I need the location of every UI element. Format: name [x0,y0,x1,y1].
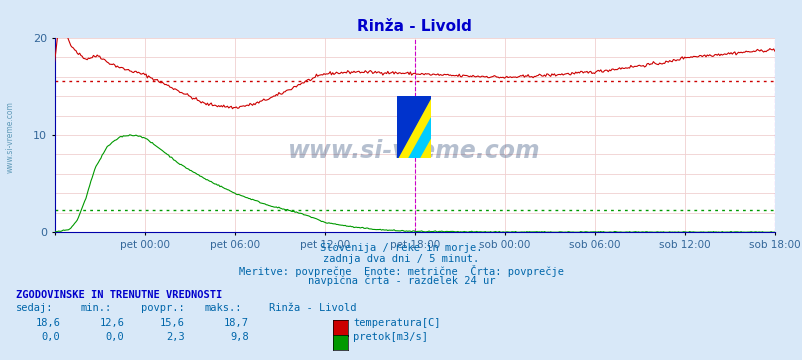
Text: 18,7: 18,7 [224,318,249,328]
Text: pretok[m3/s]: pretok[m3/s] [353,332,427,342]
Text: 2,3: 2,3 [166,332,184,342]
Text: Meritve: povprečne  Enote: metrične  Črta: povprečje: Meritve: povprečne Enote: metrične Črta:… [239,265,563,276]
Text: navpična črta - razdelek 24 ur: navpična črta - razdelek 24 ur [307,275,495,286]
Text: maks.:: maks.: [205,303,242,313]
Text: 0,0: 0,0 [42,332,60,342]
Text: 12,6: 12,6 [99,318,124,328]
Text: ZGODOVINSKE IN TRENUTNE VREDNOSTI: ZGODOVINSKE IN TRENUTNE VREDNOSTI [16,290,222,300]
Text: 0,0: 0,0 [106,332,124,342]
Title: Rinža - Livold: Rinža - Livold [357,19,472,34]
Text: temperatura[C]: temperatura[C] [353,318,440,328]
Text: sedaj:: sedaj: [16,303,54,313]
Text: 15,6: 15,6 [160,318,184,328]
Text: zadnja dva dni / 5 minut.: zadnja dva dni / 5 minut. [323,254,479,264]
Text: www.si-vreme.com: www.si-vreme.com [288,139,541,163]
Text: povpr.:: povpr.: [140,303,184,313]
Text: Slovenija / reke in morje.: Slovenija / reke in morje. [320,243,482,253]
Text: www.si-vreme.com: www.si-vreme.com [6,101,15,173]
Text: Rinža - Livold: Rinža - Livold [269,303,356,313]
Text: 9,8: 9,8 [230,332,249,342]
Text: 18,6: 18,6 [35,318,60,328]
Text: min.:: min.: [80,303,111,313]
